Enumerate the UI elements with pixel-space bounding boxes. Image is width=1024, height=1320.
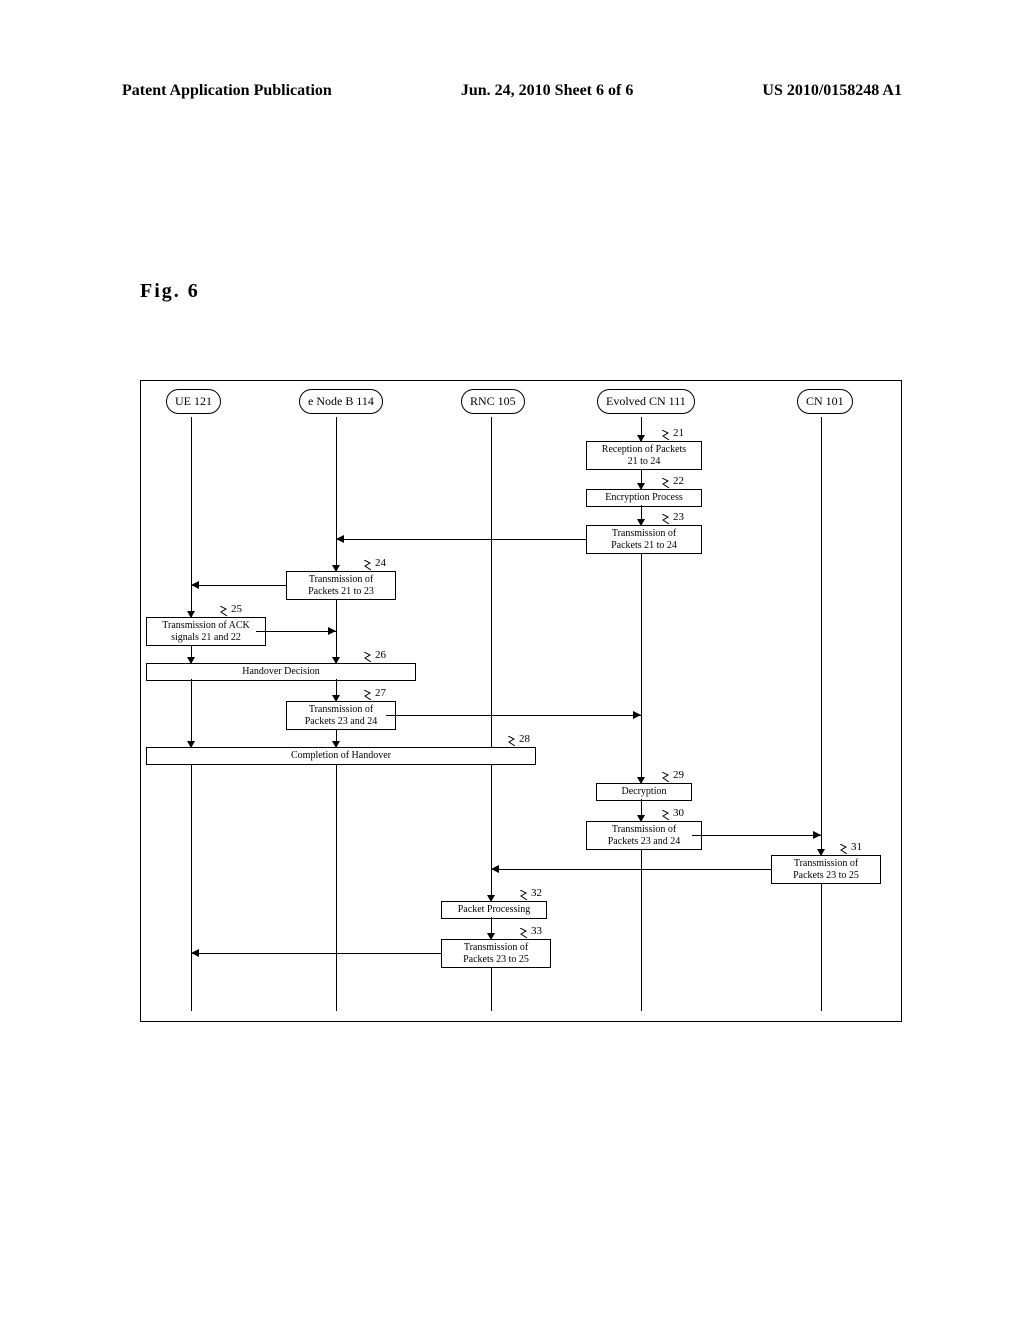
page: Patent Application Publication Jun. 24, … [0, 0, 1024, 1320]
page-header: Patent Application Publication Jun. 24, … [0, 82, 1024, 100]
arrowhead-icon [637, 777, 645, 784]
actor-rnc: RNC 105 [461, 389, 525, 414]
arrowhead-icon [491, 865, 499, 873]
ref-26: 26 [375, 649, 386, 661]
arrowhead-icon [637, 815, 645, 822]
arrowhead-icon [637, 483, 645, 490]
zigzag-icon [662, 514, 670, 524]
step-21-box: Reception of Packets21 to 24 [586, 441, 702, 470]
arrow-30-to-cn [692, 835, 821, 836]
arrowhead-icon [633, 711, 641, 719]
ref-24: 24 [375, 557, 386, 569]
arrowhead-icon [487, 933, 495, 940]
ref-33: 33 [531, 925, 542, 937]
header-right: US 2010/0158248 A1 [762, 82, 902, 100]
arrow-33-to-ue [191, 953, 441, 954]
zigzag-icon [662, 772, 670, 782]
zigzag-icon [662, 810, 670, 820]
ref-28: 28 [519, 733, 530, 745]
arrowhead-icon [637, 435, 645, 442]
step-31-box: Transmission ofPackets 23 to 25 [771, 855, 881, 884]
zigzag-icon [220, 606, 228, 616]
arrow-25-to-enodeb [256, 631, 336, 632]
arrowhead-icon [813, 831, 821, 839]
arrowhead-icon [336, 535, 344, 543]
arrowhead-icon [332, 695, 340, 702]
ref-29: 29 [673, 769, 684, 781]
ref-21: 21 [673, 427, 684, 439]
zigzag-icon [364, 652, 372, 662]
step-30-box: Transmission ofPackets 23 and 24 [586, 821, 702, 850]
ref-30: 30 [673, 807, 684, 819]
arrow-27-to-evolvedcn [386, 715, 641, 716]
arrowhead-icon [637, 519, 645, 526]
actor-ue: UE 121 [166, 389, 221, 414]
step-26-box: Handover Decision [146, 663, 416, 681]
step-28-box: Completion of Handover [146, 747, 536, 765]
lifeline-cn [821, 417, 822, 1011]
step-33-box: Transmission ofPackets 23 to 25 [441, 939, 551, 968]
zigzag-icon [662, 478, 670, 488]
step-22-box: Encryption Process [586, 489, 702, 507]
arrowhead-icon [817, 849, 825, 856]
arrow-31-to-rnc [491, 869, 771, 870]
ref-23: 23 [673, 511, 684, 523]
actor-cn: CN 101 [797, 389, 853, 414]
zigzag-icon [364, 690, 372, 700]
arrowhead-icon [487, 895, 495, 902]
ref-32: 32 [531, 887, 542, 899]
step-32-box: Packet Processing [441, 901, 547, 919]
arrowhead-icon [191, 581, 199, 589]
arrow-23-to-enodeb [336, 539, 586, 540]
figure-label: Fig. 6 [140, 280, 200, 303]
actor-enodeb: e Node B 114 [299, 389, 383, 414]
ref-25: 25 [231, 603, 242, 615]
arrowhead-icon [328, 627, 336, 635]
step-27-box: Transmission ofPackets 23 and 24 [286, 701, 396, 730]
zigzag-icon [840, 844, 848, 854]
arrowhead-icon [332, 565, 340, 572]
arrowhead-icon [187, 611, 195, 618]
step-25-box: Transmission of ACKsignals 21 and 22 [146, 617, 266, 646]
zigzag-icon [508, 736, 516, 746]
arrow-into-29 [641, 715, 642, 783]
arrow-into-28a [191, 679, 192, 747]
step-29-box: Decryption [596, 783, 692, 801]
arrowhead-icon [187, 741, 195, 748]
step-23-box: Transmission ofPackets 21 to 24 [586, 525, 702, 554]
zigzag-icon [364, 560, 372, 570]
ref-27: 27 [375, 687, 386, 699]
arrow-24-to-ue [191, 585, 286, 586]
arrowhead-icon [187, 657, 195, 664]
step-24-box: Transmission ofPackets 21 to 23 [286, 571, 396, 600]
actor-evolved-cn: Evolved CN 111 [597, 389, 695, 414]
zigzag-icon [520, 890, 528, 900]
arrowhead-icon [191, 949, 199, 957]
header-center: Jun. 24, 2010 Sheet 6 of 6 [461, 82, 633, 100]
header-left: Patent Application Publication [122, 82, 332, 100]
arrowhead-icon [332, 657, 340, 664]
ref-22: 22 [673, 475, 684, 487]
sequence-diagram: UE 121 e Node B 114 RNC 105 Evolved CN 1… [140, 380, 902, 1022]
ref-31: 31 [851, 841, 862, 853]
zigzag-icon [662, 430, 670, 440]
zigzag-icon [520, 928, 528, 938]
arrowhead-icon [332, 741, 340, 748]
